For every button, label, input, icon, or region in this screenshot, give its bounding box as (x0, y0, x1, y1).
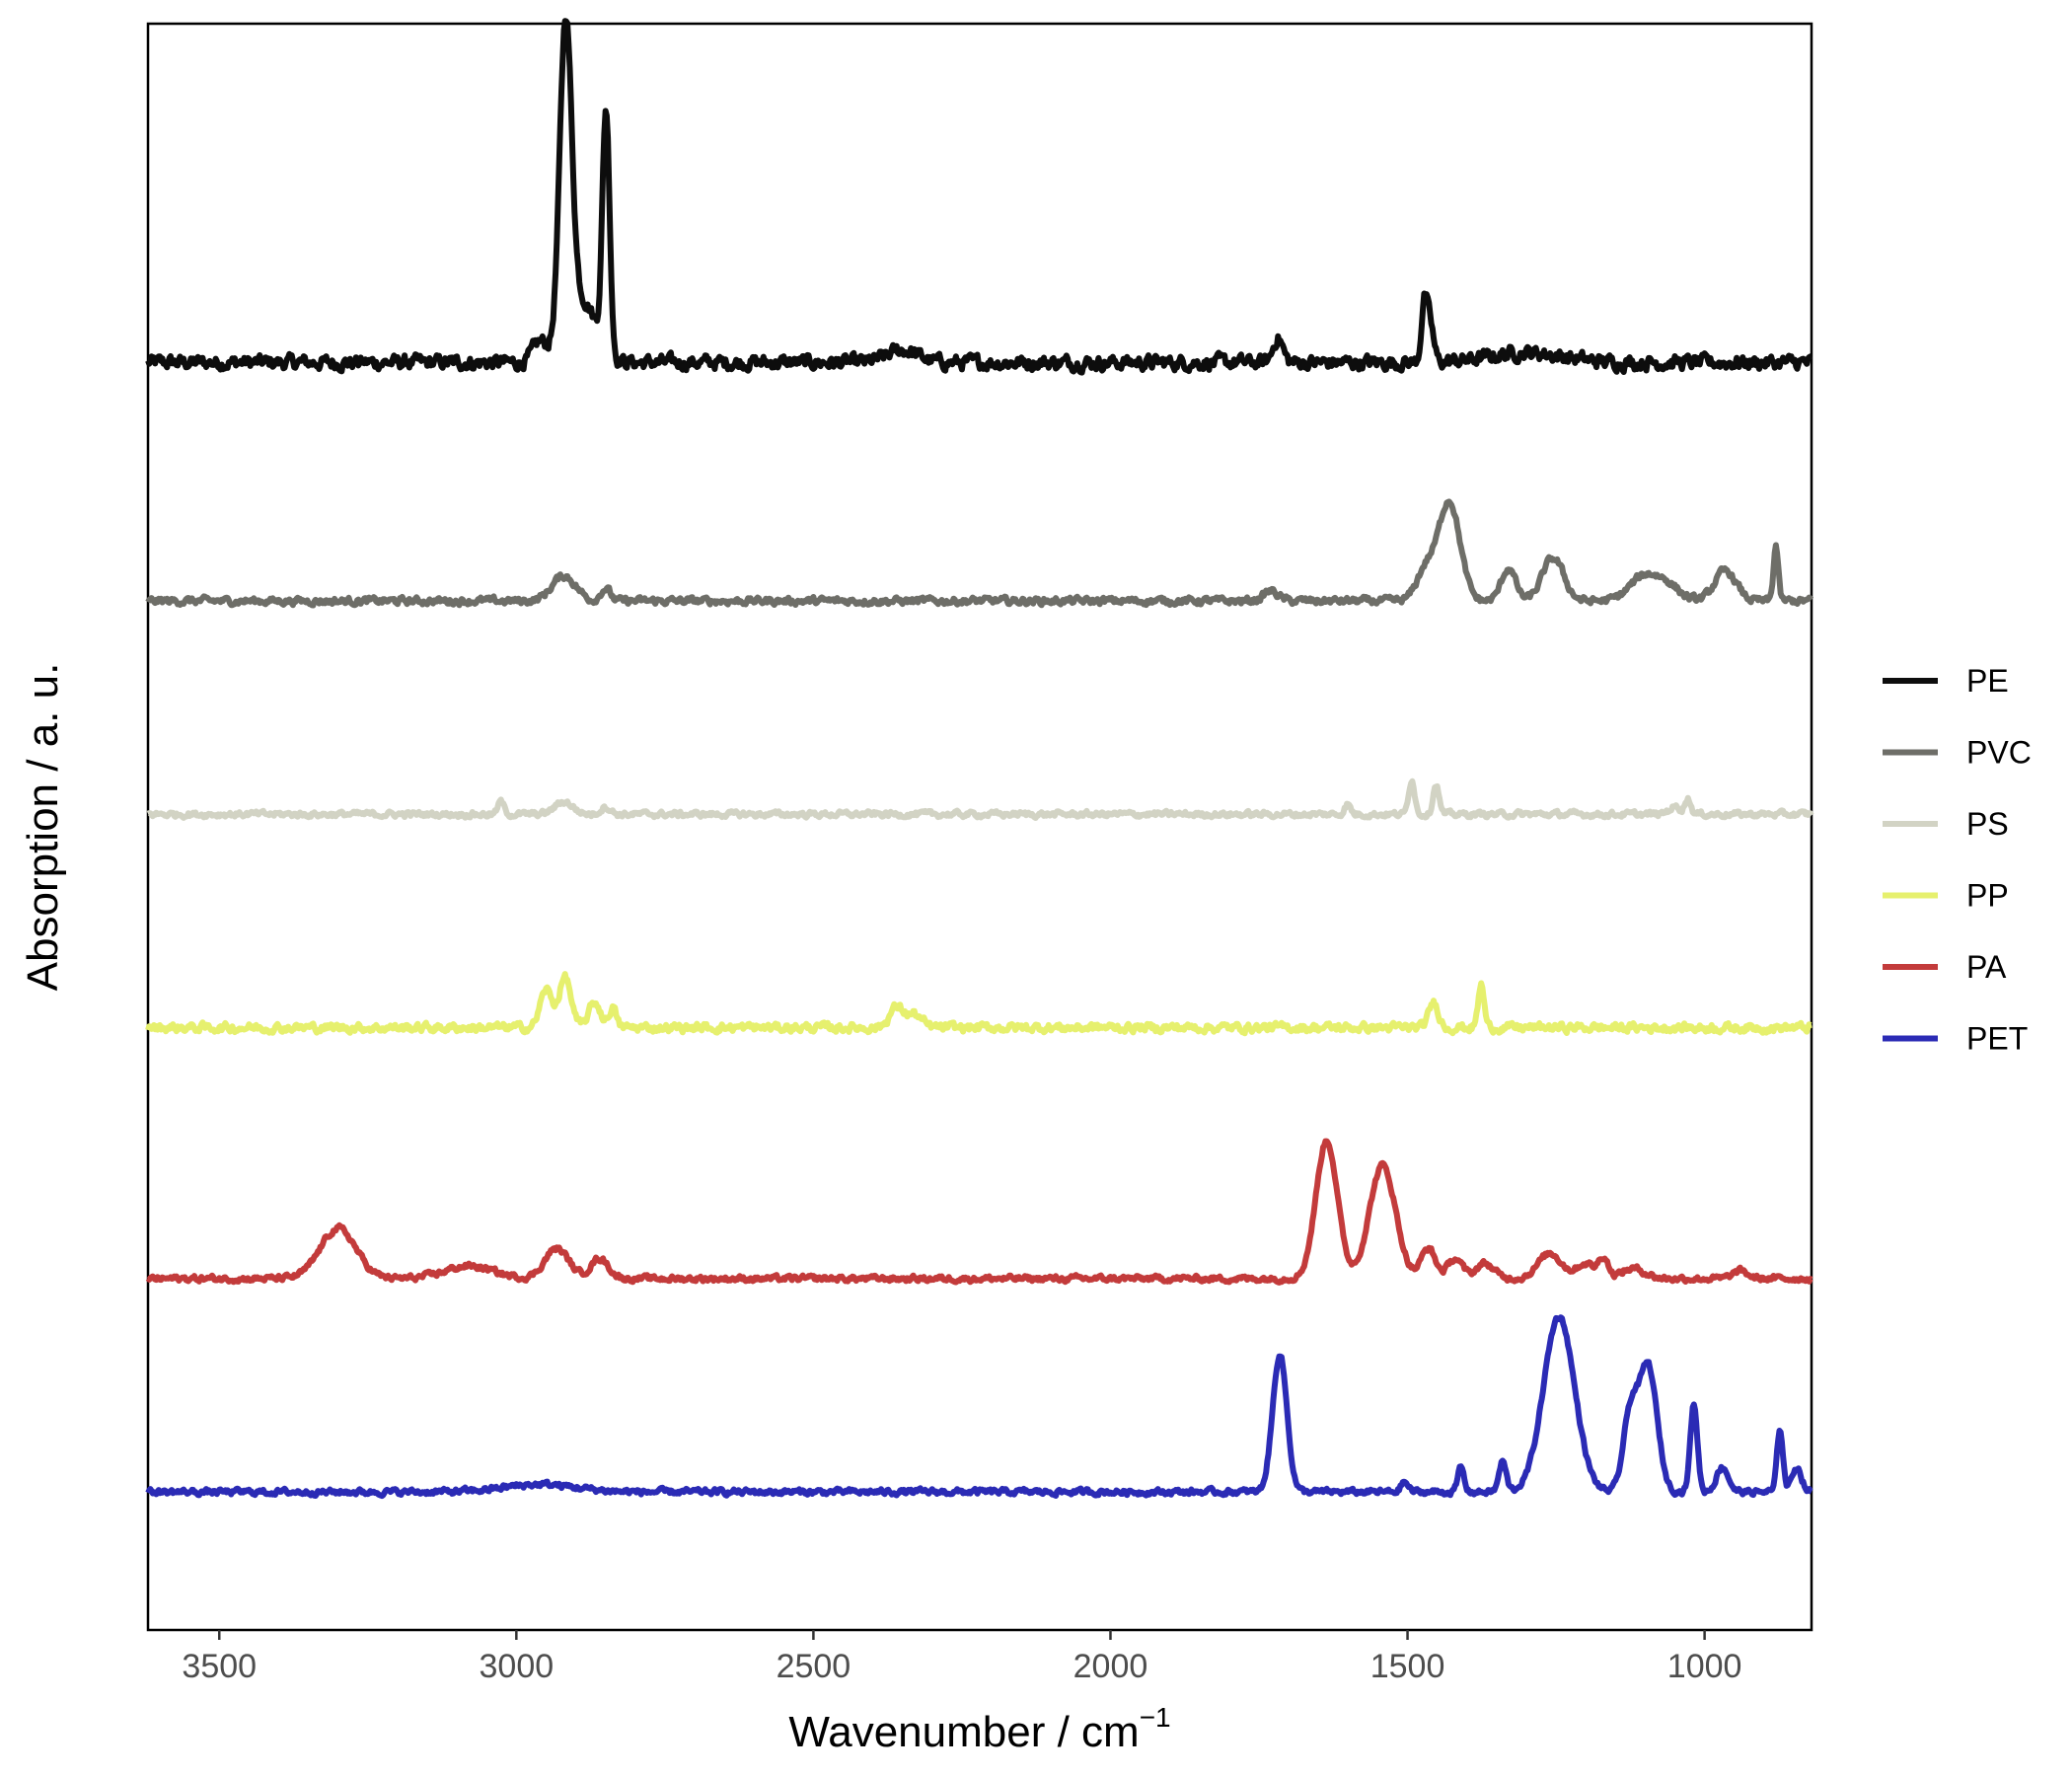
legend: PE PVC PS PP PA PET (1883, 663, 2032, 1057)
x-axis: 3500 3000 2500 2000 1500 1000 (182, 1630, 1741, 1685)
x-axis-title-text: Wavenumber / cm (788, 1708, 1139, 1756)
series-line-ps (146, 777, 1814, 821)
x-tick-label: 1500 (1370, 1648, 1445, 1685)
legend-label-pet: PET (1966, 1021, 2028, 1057)
legend-label-pvc: PVC (1966, 735, 2032, 771)
legend-label-pp: PP (1966, 878, 2009, 914)
series-line-pvc (145, 498, 1814, 609)
y-axis-title: Absorption / a. u. (19, 663, 67, 992)
legend-label-pe: PE (1966, 663, 2009, 699)
x-tick-label: 3000 (480, 1648, 555, 1685)
x-axis-title: Wavenumber / cm−1 (788, 1702, 1170, 1756)
plot-panel (146, 22, 1813, 1632)
x-tick-label: 1000 (1667, 1648, 1742, 1685)
series-layer (145, 18, 1814, 1500)
series-line-pp (145, 971, 1813, 1037)
series-line-pa (145, 1138, 1813, 1286)
series-line-pet (145, 1314, 1813, 1500)
x-axis-title-superscript: −1 (1140, 1702, 1171, 1733)
legend-label-pa: PA (1966, 949, 2007, 985)
x-tick-label: 2500 (777, 1648, 851, 1685)
legend-label-ps: PS (1966, 806, 2009, 842)
series-line-pe (145, 18, 1813, 376)
x-tick-label: 2000 (1073, 1648, 1148, 1685)
x-tick-label: 3500 (182, 1648, 257, 1685)
